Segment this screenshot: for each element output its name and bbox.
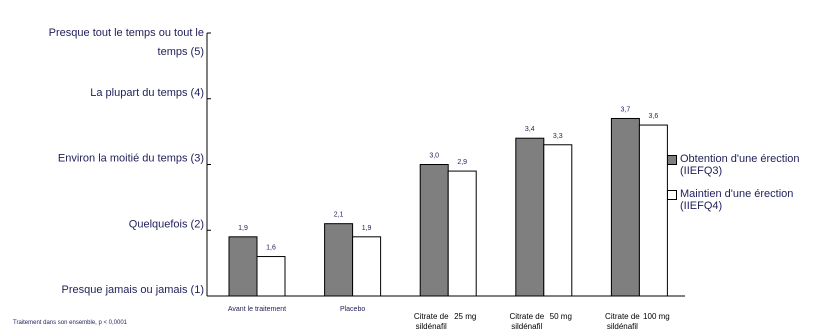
bar-iiefq4 (352, 236, 382, 297)
footnote: Traitement dans son ensemble, p < 0,0001 (13, 320, 128, 326)
data-label: 3,6 (649, 113, 659, 120)
bar-iiefq3 (228, 236, 258, 297)
x-tick-label: Placebo (340, 306, 365, 313)
x-tick-dose: 25 mg (454, 312, 476, 321)
data-label: 2,9 (457, 159, 467, 166)
data-label: 3,7 (621, 106, 631, 113)
legend-item-iiefq4: Maintien d'une érection (IIEFQ4) (667, 188, 815, 212)
data-label: 2,1 (334, 212, 344, 219)
x-tick-label: Avant le traitement (228, 306, 286, 313)
bar-iiefq3 (324, 223, 354, 297)
legend-swatch-iiefq4 (667, 190, 677, 200)
bar-iiefq3 (610, 117, 640, 297)
data-label: 3,3 (553, 133, 563, 140)
legend-label-iiefq3: Obtention d'une érection (IIEFQ3) (680, 153, 800, 177)
y-tick-label: Presque tout le temps ou tout le (49, 27, 204, 39)
bar-iiefq3 (515, 137, 545, 297)
x-tick-dose: 100 mg (643, 312, 670, 321)
bar-iiefq4 (447, 170, 477, 297)
data-label: 3,0 (429, 153, 439, 160)
x-tick-dose: 50 mg (550, 312, 572, 321)
data-label: 1,9 (238, 225, 248, 232)
y-tick-label: Quelquefois (2) (129, 218, 204, 230)
x-tick-label: sildénafil (607, 322, 638, 331)
legend-swatch-iiefq3 (667, 155, 677, 165)
chart-legend: Obtention d'une érection (IIEFQ3) Mainti… (667, 153, 815, 223)
y-tick-label: Environ la moitié du temps (3) (58, 153, 204, 165)
legend-label-iiefq4: Maintien d'une érection (IIEFQ4) (680, 188, 794, 212)
y-tick-label: temps (5) (158, 46, 204, 58)
x-tick-label: Citrate de (509, 312, 544, 321)
y-tick-label: La plupart du temps (4) (90, 87, 204, 99)
x-tick-label: Citrate de (605, 312, 640, 321)
legend-item-iiefq3: Obtention d'une érection (IIEFQ3) (667, 153, 815, 177)
y-tick-label: Presque jamais ou jamais (1) (62, 284, 204, 296)
bar-iiefq4 (256, 256, 286, 297)
data-label: 3,4 (525, 126, 535, 133)
x-tick-label: sildénafil (511, 322, 542, 331)
x-tick-label: Citrate de (414, 312, 449, 321)
bar-iiefq4 (543, 144, 573, 297)
x-tick-label: sildénafil (416, 322, 447, 331)
data-label: 1,9 (362, 225, 372, 232)
bar-iiefq3 (419, 164, 449, 297)
data-label: 1,6 (266, 245, 276, 252)
bar-iiefq4 (638, 124, 668, 297)
